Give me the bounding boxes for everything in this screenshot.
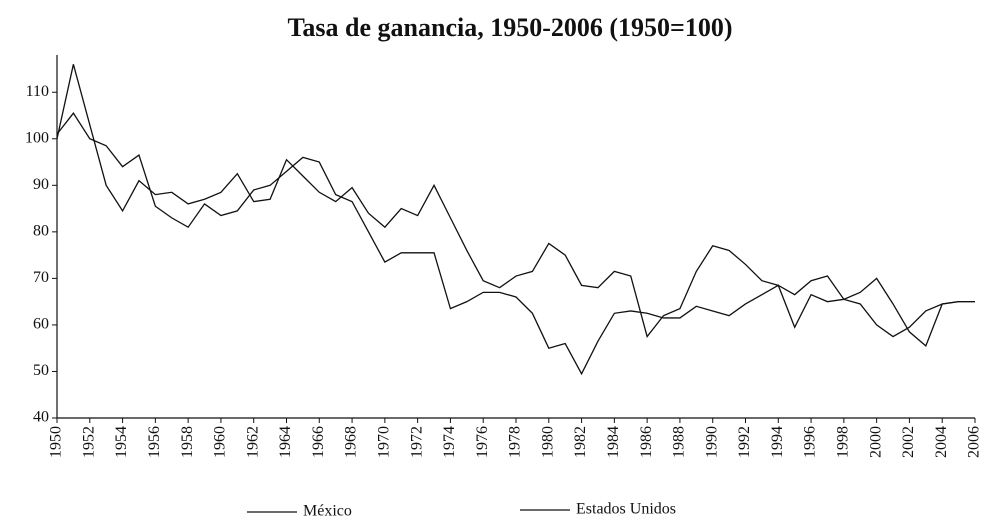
x-tick-label: 1950 [48,426,65,458]
y-tick-label: 110 [26,83,49,100]
y-tick-label: 100 [25,129,49,146]
x-tick-label: 1962 [244,426,261,458]
x-tick-label: 1954 [113,426,130,458]
x-tick-label: 2004 [933,426,950,458]
x-tick-label: 1958 [179,426,196,458]
x-tick-label: 1984 [605,426,622,458]
x-tick-label: 1982 [572,426,589,458]
x-tick-label: 1970 [376,426,393,458]
x-tick-label: 1960 [212,426,229,458]
y-tick-label: 90 [33,176,49,193]
y-tick-label: 80 [33,223,49,240]
y-tick-label: 50 [33,362,49,379]
x-tick-label: 1992 [736,426,753,458]
chart-title: Tasa de ganancia, 1950-2006 (1950=100) [287,13,732,42]
series-line [56,112,975,376]
legend-label: México [303,503,352,519]
x-tick-label: 1956 [146,426,163,458]
x-tick-label: 1966 [310,426,327,458]
x-tick-label: 1976 [474,426,491,458]
x-tick-label: 1996 [802,426,819,458]
x-tick-label: 2002 [900,426,917,458]
x-tick-label: 1972 [408,426,425,458]
x-tick-label: 1952 [80,426,97,458]
x-tick-label: 1964 [277,426,294,458]
y-tick-label: 60 [33,316,49,333]
x-tick-label: 1986 [638,426,655,458]
x-tick-label: 1994 [769,426,786,458]
x-tick-label: 1968 [343,426,360,458]
y-tick-label: 70 [33,269,49,286]
y-tick-label: 40 [33,409,49,426]
x-tick-label: 1988 [671,426,688,458]
legend-label: Estados Unidos [576,501,676,518]
x-tick-label: 1974 [441,426,458,458]
series-line [56,64,975,338]
x-tick-label: 2000 [867,426,884,458]
x-tick-label: 1998 [835,426,852,458]
x-tick-label: 1980 [539,426,556,458]
x-tick-label: 2006 [966,426,983,458]
x-tick-label: 1978 [507,426,524,458]
x-tick-label: 1990 [703,426,720,458]
